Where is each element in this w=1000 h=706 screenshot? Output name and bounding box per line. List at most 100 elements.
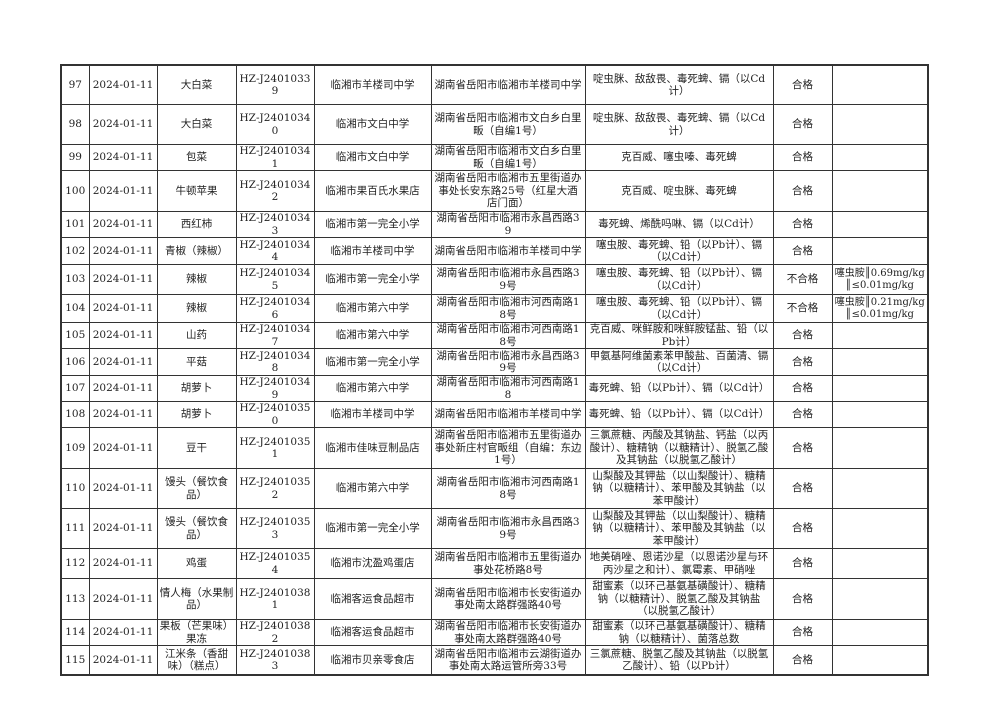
product-name-cell: 鸡蛋 xyxy=(156,548,237,579)
row-number-cell: 101 xyxy=(60,211,90,238)
row-number-cell: 108 xyxy=(60,401,90,428)
test-items-cell: 三氯蔗糖、脱氢乙酸及其钠盐（以脱氢乙酸计）、铅（以Pb计） xyxy=(584,645,774,676)
remarks-cell xyxy=(831,104,929,145)
test-result-cell: 合格 xyxy=(772,578,833,620)
product-name-cell: 馒头（餐饮食品） xyxy=(156,468,237,509)
product-name-cell: 胡萝卜 xyxy=(156,401,237,428)
sample-code-cell: HZ-J24010349 xyxy=(235,375,315,402)
test-items-cell: 山梨酸及其钾盐（以山梨酸计）、糖精钠（以糖精计）、苯甲酸及其钠盐（以苯甲酸计） xyxy=(584,468,774,509)
test-items-cell: 啶虫脒、敌敌畏、毒死蜱、镉（以Cd计） xyxy=(584,64,774,105)
remarks-cell xyxy=(831,578,929,620)
test-items-cell: 毒死蜱、铅（以Pb计）、镉（以Cd计） xyxy=(584,375,774,402)
remarks-cell xyxy=(831,468,929,509)
sampled-unit-cell: 临湘市贝亲零食店 xyxy=(313,645,432,676)
test-items-cell: 三氯蔗糖、丙酸及其钠盐、钙盐（以丙酸计）、糖精钠（以糖精计）、脱氢乙酸及其钠盐（… xyxy=(584,427,774,469)
sampled-unit-cell: 临湘市第六中学 xyxy=(313,468,432,509)
product-name-cell: 平菇 xyxy=(156,348,237,376)
row-number-cell: 114 xyxy=(60,619,90,646)
unit-address-cell: 湖南省岳阳市临湘市长安街道办事处南太路群强路40号 xyxy=(430,578,586,620)
test-result-cell: 不合格 xyxy=(772,294,833,323)
product-name-cell: 果板（芒果味）果冻 xyxy=(156,619,237,646)
row-number-cell: 98 xyxy=(60,104,90,145)
sample-date-cell: 2024-01-11 xyxy=(88,548,158,579)
sample-date-cell: 2024-01-11 xyxy=(88,64,158,105)
product-name-cell: 牛顿苹果 xyxy=(156,170,237,212)
unit-address-cell: 湖南省岳阳市临湘市长安街道办事处南太路群强路40号 xyxy=(430,619,586,646)
sample-code-cell: HZ-J24010348 xyxy=(235,348,315,376)
row-number-cell: 115 xyxy=(60,645,90,676)
remarks-cell xyxy=(831,548,929,579)
test-items-cell: 啶虫脒、敌敌畏、毒死蜱、镉（以Cd计） xyxy=(584,104,774,145)
sample-code-cell: HZ-J24010354 xyxy=(235,548,315,579)
table-row: 97 2024-01-11 大白菜 HZ-J24010339 临湘市羊楼司中学 湖南省岳阳… xyxy=(60,64,929,105)
row-number-cell: 113 xyxy=(60,578,90,620)
sampled-unit-cell: 临湘市第一完全小学 xyxy=(313,348,432,376)
test-items-cell: 克百威、啶虫脒、毒死蜱 xyxy=(584,170,774,212)
unit-address-cell: 湖南省岳阳市临湘市羊楼司中学 xyxy=(430,237,586,265)
product-name-cell: 辣椒 xyxy=(156,294,237,323)
sample-date-cell: 2024-01-11 xyxy=(88,348,158,376)
sample-date-cell: 2024-01-11 xyxy=(88,264,158,295)
test-result-cell: 合格 xyxy=(772,237,833,265)
remarks-cell: 噻虫胺║0.69mg/kg ║≤0.01mg/kg xyxy=(831,264,929,295)
unit-address-cell: 湖南省岳阳市临湘市永昌西路39号 xyxy=(430,264,586,295)
remarks-cell xyxy=(831,64,929,105)
test-result-cell: 合格 xyxy=(772,619,833,646)
sample-code-cell: HZ-J24010352 xyxy=(235,468,315,509)
sampled-unit-cell: 临湘市佳味豆制品店 xyxy=(313,427,432,469)
sample-code-cell: HZ-J24010381 xyxy=(235,578,315,620)
sampled-unit-cell: 临湘市羊楼司中学 xyxy=(313,64,432,105)
test-items-cell: 山梨酸及其钾盐（以山梨酸计）、糖精钠（以糖精计）、苯甲酸及其钠盐（以苯甲酸计） xyxy=(584,508,774,549)
unit-address-cell: 湖南省岳阳市临湘市河西南路18号 xyxy=(430,294,586,323)
test-result-cell: 合格 xyxy=(772,348,833,376)
sampled-unit-cell: 临湘市文白中学 xyxy=(313,144,432,171)
sample-date-cell: 2024-01-11 xyxy=(88,645,158,676)
table-row: 101 2024-01-11 西红柿 HZ-J24010343 临湘市第一完全小学 湖南省… xyxy=(60,211,929,238)
remarks-cell xyxy=(831,237,929,265)
test-result-cell: 不合格 xyxy=(772,264,833,295)
sample-date-cell: 2024-01-11 xyxy=(88,294,158,323)
table-row: 106 2024-01-11 平菇 HZ-J24010348 临湘市第一完全小学 湖南省岳… xyxy=(60,348,929,376)
table-row: 107 2024-01-11 胡萝卜 HZ-J24010349 临湘市第六中学 湖南省岳阳… xyxy=(60,375,929,402)
sample-date-cell: 2024-01-11 xyxy=(88,211,158,238)
sampled-unit-cell: 临湘市第一完全小学 xyxy=(313,264,432,295)
row-number-cell: 99 xyxy=(60,144,90,171)
sample-date-cell: 2024-01-11 xyxy=(88,170,158,212)
product-name-cell: 山药 xyxy=(156,322,237,349)
test-result-cell: 合格 xyxy=(772,401,833,428)
sample-date-cell: 2024-01-11 xyxy=(88,508,158,549)
table-row: 108 2024-01-11 胡萝卜 HZ-J24010350 临湘市羊楼司中学 湖南省岳… xyxy=(60,401,929,428)
unit-address-cell: 湖南省岳阳市临湘市河西南路18号 xyxy=(430,322,586,349)
product-name-cell: 青椒（辣椒） xyxy=(156,237,237,265)
test-items-cell: 噻虫胺、毒死蜱、铅（以Pb计）、镉（以Cd计） xyxy=(584,237,774,265)
table-row: 103 2024-01-11 辣椒 HZ-J24010345 临湘市第一完全小学 湖南省岳… xyxy=(60,264,929,295)
product-name-cell: 馒头（餐饮食品） xyxy=(156,508,237,549)
remarks-cell xyxy=(831,427,929,469)
unit-address-cell: 湖南省岳阳市临湘市五里街道办事处长安东路25号（红星大酒店门面） xyxy=(430,170,586,212)
table-row: 112 2024-01-11 鸡蛋 HZ-J24010354 临湘市沈盈鸡蛋店 湖南省岳阳… xyxy=(60,548,929,579)
test-items-cell: 地美硝唑、恩诺沙星（以恩诺沙星与环丙沙星之和计）、氯霉素、甲硝唑 xyxy=(584,548,774,579)
unit-address-cell: 湖南省岳阳市临湘市云湖街道办事处南太路运管所旁33号 xyxy=(430,645,586,676)
sample-code-cell: HZ-J24010353 xyxy=(235,508,315,549)
sample-date-cell: 2024-01-11 xyxy=(88,401,158,428)
sample-code-cell: HZ-J24010383 xyxy=(235,645,315,676)
table-row: 114 2024-01-11 果板（芒果味）果冻 HZ-J24010382 临湘客运食品… xyxy=(60,619,929,646)
remarks-cell xyxy=(831,508,929,549)
row-number-cell: 106 xyxy=(60,348,90,376)
table-row: 115 2024-01-11 江米条（香甜味）（糕点） HZ-J24010383 临湘市… xyxy=(60,645,929,676)
test-items-cell: 噻虫胺、毒死蜱、铅（以Pb计）、镉（以Cd计） xyxy=(584,264,774,295)
test-result-cell: 合格 xyxy=(772,375,833,402)
remarks-cell xyxy=(831,144,929,171)
sample-date-cell: 2024-01-11 xyxy=(88,237,158,265)
sample-date-cell: 2024-01-11 xyxy=(88,375,158,402)
test-result-cell: 合格 xyxy=(772,104,833,145)
test-result-cell: 合格 xyxy=(772,468,833,509)
unit-address-cell: 湖南省岳阳市临湘市五里街道办事处新庄村官畈组（自编：东边1号） xyxy=(430,427,586,469)
remarks-cell xyxy=(831,375,929,402)
product-name-cell: 大白菜 xyxy=(156,64,237,105)
test-result-cell: 合格 xyxy=(772,211,833,238)
remarks-cell xyxy=(831,619,929,646)
table-row: 104 2024-01-11 辣椒 HZ-J24010346 临湘市第六中学 湖南省岳阳市… xyxy=(60,294,929,323)
test-items-cell: 毒死蜱、烯酰吗啉、镉（以Cd计） xyxy=(584,211,774,238)
table-row: 109 2024-01-11 豆干 HZ-J24010351 临湘市佳味豆制品店 湖南省岳… xyxy=(60,427,929,469)
